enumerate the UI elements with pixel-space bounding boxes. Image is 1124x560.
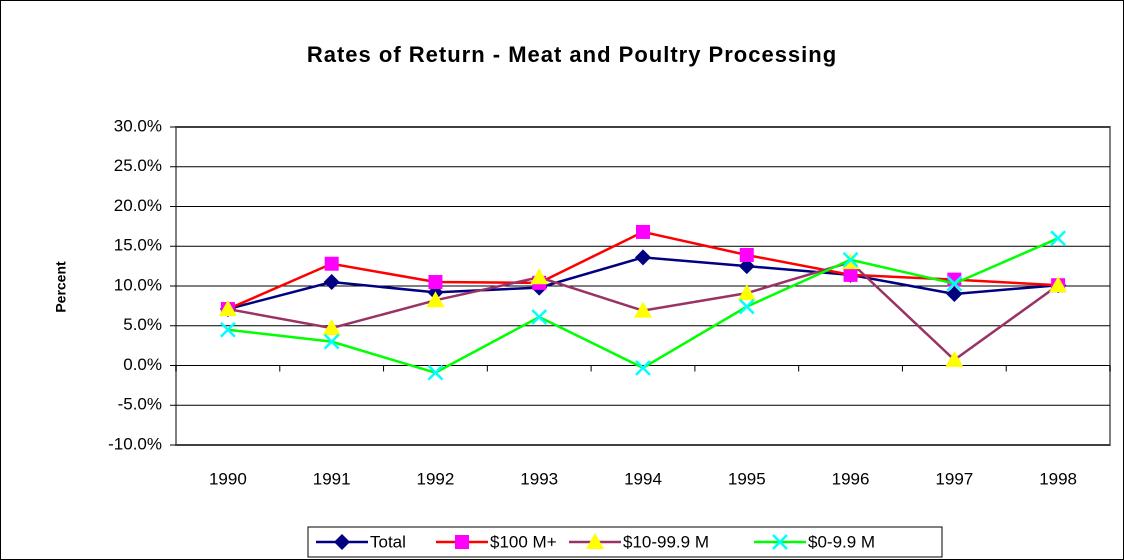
y-tick-label: 20.0% xyxy=(114,196,162,215)
chart-title: Rates of Return - Meat and Poultry Proce… xyxy=(307,42,837,67)
x-tick-label: 1994 xyxy=(624,469,662,488)
legend-label: Total xyxy=(370,532,406,551)
point-marker xyxy=(322,319,341,336)
x-tick-label: 1996 xyxy=(832,469,870,488)
y-tick-label: -5.0% xyxy=(118,395,162,414)
y-axis-title: Percent xyxy=(53,261,69,313)
point-marker xyxy=(737,284,756,301)
point-marker xyxy=(946,275,963,292)
legend-marker xyxy=(772,534,788,550)
x-tick-label: 1990 xyxy=(209,469,247,488)
point-marker xyxy=(738,258,755,275)
point-marker xyxy=(843,267,858,282)
point-marker xyxy=(634,301,652,318)
point-marker xyxy=(428,275,443,290)
point-marker xyxy=(945,350,964,367)
legend-marker xyxy=(455,535,469,549)
legend-box xyxy=(307,526,943,558)
point-marker xyxy=(636,224,650,239)
point-marker xyxy=(324,256,339,271)
point-marker xyxy=(220,321,236,338)
point-marker xyxy=(1049,276,1068,293)
point-marker xyxy=(739,247,754,262)
point-marker xyxy=(426,291,445,308)
x-tick-label: 1997 xyxy=(935,469,973,488)
point-marker xyxy=(1050,230,1066,247)
point-marker xyxy=(530,268,549,285)
point-marker xyxy=(842,251,859,268)
point-marker xyxy=(323,274,340,291)
legend-label: $100 M+ xyxy=(490,532,557,551)
point-marker xyxy=(635,360,651,376)
y-tick-label: 0.0% xyxy=(123,355,162,374)
y-tick-label: -10.0% xyxy=(108,434,162,453)
y-tick-label: 15.0% xyxy=(114,236,162,255)
x-tick-label: 1992 xyxy=(417,469,455,488)
point-marker xyxy=(531,309,548,325)
x-tick-label: 1998 xyxy=(1039,469,1077,488)
y-tick-label: 25.0% xyxy=(114,156,162,175)
point-marker xyxy=(323,333,340,350)
point-marker xyxy=(218,300,237,317)
legend-label: $0-9.9 M xyxy=(808,532,875,551)
point-marker xyxy=(427,364,444,381)
x-tick-label: 1993 xyxy=(520,469,558,488)
x-tick-label: 1991 xyxy=(313,469,351,488)
legend-marker xyxy=(334,534,350,550)
legend-marker xyxy=(586,533,604,549)
x-tick-label: 1995 xyxy=(728,469,766,488)
y-tick-label: 10.0% xyxy=(114,275,162,294)
y-tick-label: 30.0% xyxy=(114,116,162,135)
point-marker xyxy=(738,298,755,315)
y-tick-label: 5.0% xyxy=(123,315,162,334)
legend-label: $10-99.9 M xyxy=(623,532,709,551)
point-marker xyxy=(635,249,651,266)
point-marker xyxy=(946,285,963,302)
